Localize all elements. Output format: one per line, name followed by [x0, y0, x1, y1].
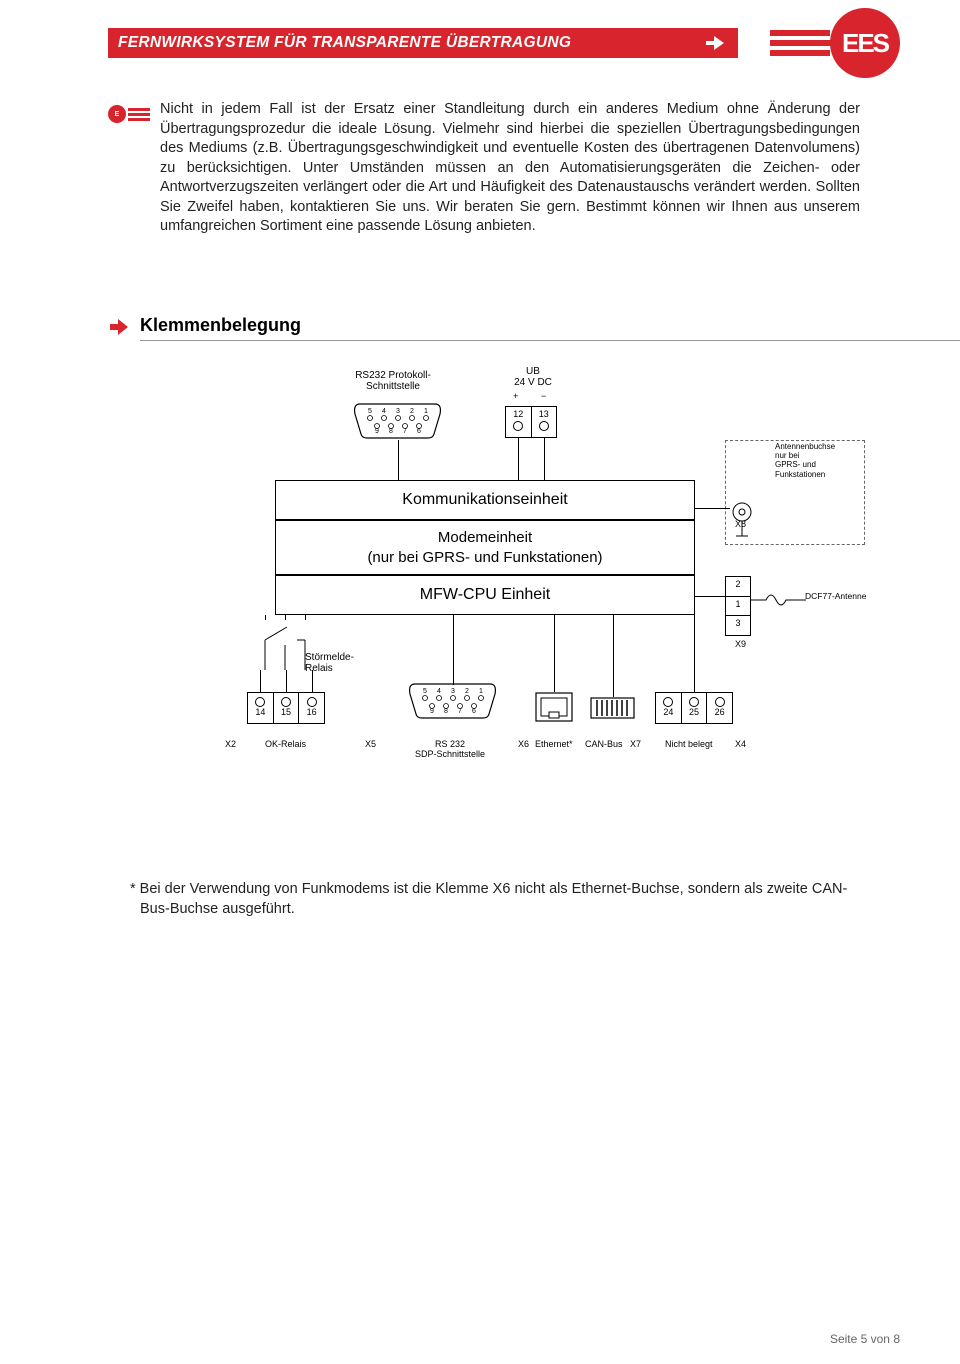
svg-text:8: 8 — [444, 708, 448, 715]
dcf-wave-icon — [751, 590, 811, 610]
x7-label: X7 — [630, 740, 641, 750]
svg-text:3: 3 — [451, 688, 455, 695]
svg-text:6: 6 — [417, 428, 421, 435]
eth-label: Ethernet* — [535, 740, 573, 750]
svg-text:2: 2 — [410, 408, 414, 415]
section-arrow-icon — [108, 316, 130, 338]
x5-label: X5 — [365, 740, 376, 750]
svg-text:6: 6 — [472, 708, 476, 715]
ub-label: UB24 V DC — [503, 366, 563, 388]
brand-logo: EES — [760, 8, 900, 78]
svg-text:2: 2 — [465, 688, 469, 695]
x9-label: X9 — [735, 640, 746, 650]
x2-label: X2 — [225, 740, 236, 750]
x2-terminal-block: 14 15 16 — [247, 692, 325, 724]
svg-text:7: 7 — [403, 428, 407, 435]
small-brand-logo: E — [108, 105, 153, 123]
logo-text: EES — [842, 28, 888, 59]
db9-bottom: 5 4 3 2 1 9 8 7 6 — [405, 680, 500, 720]
rs232-top-label: RS232 Protokoll-Schnittstelle — [343, 370, 443, 392]
can-label: CAN-Bus — [585, 740, 623, 750]
ub-terminal-block: 12 13 — [505, 406, 557, 438]
x6-label: X6 — [518, 740, 529, 750]
db9-top: 5 4 3 2 1 9 8 7 6 — [350, 400, 445, 440]
x9-terminal: 2 1 3 — [725, 576, 751, 636]
ok-relais-label: OK-Relais — [265, 740, 306, 750]
x4-terminal-block: 24 25 26 — [655, 692, 733, 724]
svg-text:5: 5 — [368, 408, 372, 415]
section-divider — [140, 340, 960, 341]
svg-text:4: 4 — [382, 408, 386, 415]
svg-text:3: 3 — [396, 408, 400, 415]
x8-label: X8 — [735, 520, 746, 530]
rs232-bottom-label: RS 232SDP-Schnittstelle — [415, 740, 485, 760]
svg-text:9: 9 — [430, 708, 434, 715]
svg-text:1: 1 — [479, 688, 483, 695]
modem-box: Modemeinheit(nur bei GPRS- und Funkstati… — [275, 520, 695, 575]
footnote-text: * Bei der Verwendung von Funkmodems ist … — [130, 880, 850, 919]
pinout-diagram: RS232 Protokoll-Schnittstelle UB24 V DC … — [235, 370, 875, 810]
page-footer: Seite 5 von 8 — [830, 1332, 900, 1346]
relay-symbol — [255, 615, 315, 675]
nb-label: Nicht belegt — [665, 740, 713, 750]
mfw-box: MFW-CPU Einheit — [275, 575, 695, 615]
svg-text:5: 5 — [423, 688, 427, 695]
header-title: FERNWIRKSYSTEM FÜR TRANSPARENTE ÜBERTRAG… — [118, 34, 571, 52]
svg-text:9: 9 — [375, 428, 379, 435]
svg-text:7: 7 — [458, 708, 462, 715]
dcf-label: DCF77-Antenne — [805, 592, 866, 601]
svg-text:4: 4 — [437, 688, 441, 695]
komm-box: Kommunikationseinheit — [275, 480, 695, 520]
rj45-port — [535, 692, 573, 722]
intro-paragraph: Nicht in jedem Fall ist der Ersatz einer… — [160, 100, 860, 237]
header-banner: FERNWIRKSYSTEM FÜR TRANSPARENTE ÜBERTRAG… — [108, 28, 738, 58]
header-arrow — [700, 28, 730, 58]
svg-text:8: 8 — [389, 428, 393, 435]
antenna-label: Antennenbuchsenur beiGPRS- undFunkstatio… — [775, 442, 835, 479]
x4-label: X4 — [735, 740, 746, 750]
svg-text:1: 1 — [424, 408, 428, 415]
section-title: Klemmenbelegung — [140, 315, 301, 336]
